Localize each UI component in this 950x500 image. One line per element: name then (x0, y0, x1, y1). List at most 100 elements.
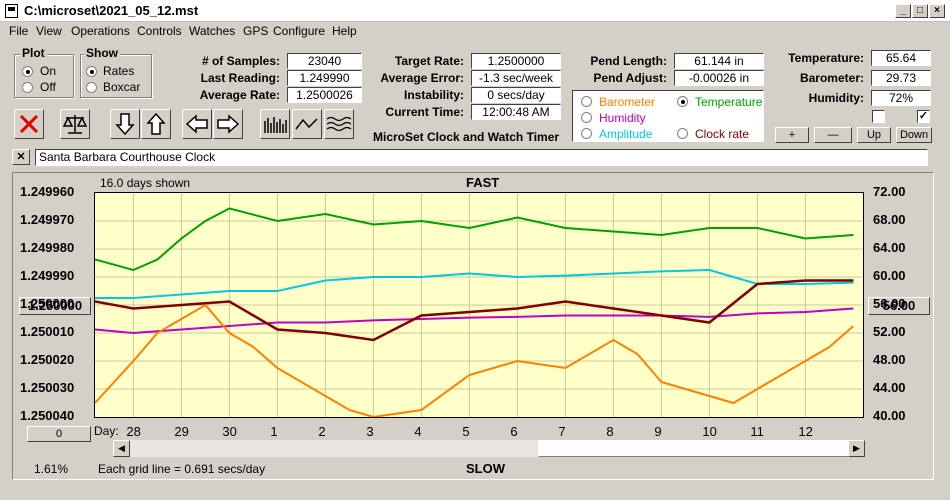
y-right-tick: 60.00 (873, 268, 906, 283)
scale-minus-button[interactable]: — (814, 127, 852, 143)
delete-button[interactable] (14, 109, 44, 139)
maximize-button[interactable]: □ (912, 4, 928, 18)
samples-value: 23040 (287, 53, 362, 69)
zero-button[interactable]: 0 (27, 426, 91, 442)
arrow-down-icon (115, 113, 135, 136)
menu-controls[interactable]: Controls (137, 24, 182, 38)
humidity-label: Humidity: (808, 91, 864, 105)
bar-view-button[interactable] (260, 109, 290, 139)
samples-label: # of Samples: (201, 54, 280, 68)
menu-watches[interactable]: Watches (189, 24, 236, 38)
scroll-left-button[interactable]: ◀ (113, 440, 130, 457)
y-left-tick: 1.250040 (20, 408, 75, 423)
show-rates-label[interactable]: Rates (103, 64, 135, 78)
show-boxcar-radio[interactable] (86, 82, 97, 93)
arrow-right-button[interactable] (213, 109, 243, 139)
pend-adjust-label: Pend Adjust: (593, 71, 667, 85)
x-tick: 9 (654, 424, 662, 439)
bar-chart-icon (264, 117, 287, 133)
temperature-option-label[interactable]: Temperature (695, 95, 763, 109)
arrow-up-icon (146, 112, 166, 135)
humidity-option-label[interactable]: Humidity (599, 111, 646, 125)
target-rate-value: 1.2500000 (471, 53, 561, 69)
menu-operations[interactable]: Operations (71, 24, 130, 38)
x-tick: 11 (750, 424, 764, 439)
menu-gps[interactable]: GPS (243, 24, 269, 38)
clock-rate-option-label[interactable]: Clock rate (695, 127, 750, 141)
grid-note: Each grid line = 0.691 secs/day (98, 462, 266, 476)
show-boxcar-label[interactable]: Boxcar (103, 80, 141, 94)
wave-lines-icon (326, 116, 352, 132)
clock-rate-radio[interactable] (677, 128, 688, 139)
barometer-radio[interactable] (581, 96, 592, 107)
arrow-left-button[interactable] (182, 109, 212, 139)
humidity-value: 72% (871, 90, 931, 106)
x-tick: 6 (510, 424, 518, 439)
show-group-label: Show (84, 46, 120, 60)
menu-file[interactable]: File (9, 24, 29, 38)
amplitude-radio[interactable] (581, 128, 592, 139)
humidity-radio[interactable] (581, 112, 592, 123)
series-amplitude (95, 268, 854, 299)
amplitude-option-label[interactable]: Amplitude (599, 127, 653, 141)
x-tick: 8 (606, 424, 614, 439)
y-left-tick: 1.249960 (20, 184, 75, 199)
plot-on-radio[interactable] (22, 66, 33, 77)
option-checkbox-1[interactable] (872, 110, 885, 123)
scale-down-button[interactable]: Down (896, 127, 932, 143)
plot-on-label[interactable]: On (40, 64, 57, 78)
show-rates-radio[interactable] (86, 66, 97, 77)
balance-button[interactable] (60, 109, 90, 139)
x-tick: 12 (798, 424, 813, 439)
app-icon[interactable] (5, 4, 18, 18)
average-error-label: Average Error: (380, 71, 464, 85)
arrow-down-button[interactable] (110, 109, 140, 139)
series-temperature (94, 207, 854, 272)
plot-off-radio[interactable] (22, 82, 33, 93)
series-barometer (94, 303, 855, 419)
close-button[interactable]: × (929, 4, 945, 18)
arrow-left-icon (185, 114, 208, 134)
close-clock-button[interactable]: ✕ (12, 149, 30, 165)
y-right-tick: 72.00 (873, 184, 906, 199)
temperature-value: 65.64 (871, 50, 931, 66)
current-time-value: 12:00:48 AM (471, 104, 561, 120)
plot-group-label: Plot (20, 46, 47, 60)
y-right-tick: 48.00 (873, 352, 906, 367)
scale-up-button[interactable]: Up (857, 127, 891, 143)
y-right-tick: 40.00 (873, 408, 906, 423)
left-scale-button[interactable]: 1.250000 (19, 297, 91, 315)
smooth-view-button[interactable] (324, 109, 354, 139)
option-checkbox-2[interactable]: ✓ (917, 110, 930, 123)
right-scale-button[interactable]: 56.00 (868, 297, 930, 315)
chart-panel (12, 172, 934, 480)
days-shown-label: 16.0 days shown (100, 176, 191, 190)
x-tick: 4 (414, 424, 422, 439)
scale-plus-button[interactable]: + (775, 127, 809, 143)
scroll-thumb[interactable] (538, 440, 855, 457)
temperature-radio[interactable] (677, 96, 688, 107)
pend-adjust-value: -0.00026 in (674, 70, 764, 86)
plot-off-label[interactable]: Off (40, 80, 56, 94)
menu-help[interactable]: Help (332, 24, 357, 38)
app-caption: MicroSet Clock and Watch Timer (373, 130, 560, 144)
barometer-option-label[interactable]: Barometer (599, 95, 656, 109)
arrow-up-button[interactable] (141, 109, 171, 139)
arrow-right-icon (217, 114, 240, 134)
x-tick: 5 (462, 424, 470, 439)
line-view-button[interactable] (292, 109, 322, 139)
scroll-right-button[interactable]: ▶ (848, 440, 865, 457)
y-right-tick: 44.00 (873, 380, 906, 395)
last-reading-value: 1.249990 (287, 70, 362, 86)
minimize-button[interactable]: _ (895, 4, 911, 18)
y-left-tick: 1.249990 (20, 268, 75, 283)
clock-name-field[interactable]: Santa Barbara Courthouse Clock (35, 149, 928, 166)
slow-label: SLOW (466, 461, 505, 476)
series-clock-rate (94, 279, 854, 342)
y-right-tick: 56.00 (873, 296, 906, 311)
menu-view[interactable]: View (36, 24, 62, 38)
y-left-tick: 1.250030 (20, 380, 75, 395)
horizontal-scrollbar[interactable]: ◀ ▶ (113, 440, 865, 457)
average-rate-label: Average Rate: (199, 88, 280, 102)
menu-configure[interactable]: Configure (273, 24, 326, 38)
